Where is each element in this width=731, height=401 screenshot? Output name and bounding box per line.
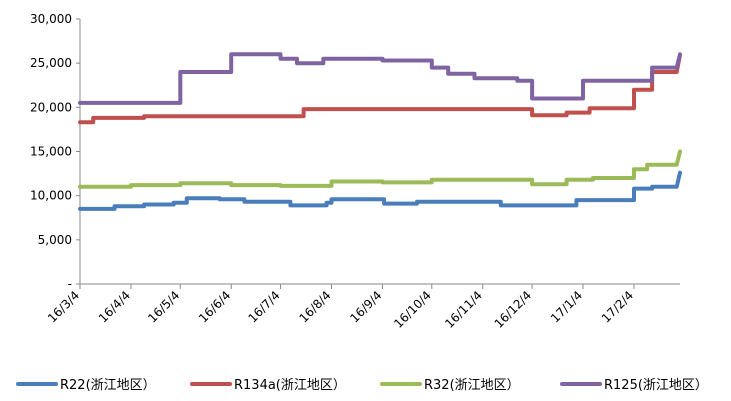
y-tick-label: 5,000 [38,233,72,247]
x-tick-label: 16/3/4 [45,288,82,325]
x-tick-label: 16/4/4 [96,288,133,325]
x-tick-label: 16/8/4 [296,288,333,325]
y-tick-label: 15,000 [30,145,72,159]
x-tick-label: 17/1/4 [548,288,585,325]
x-tick-label: 16/9/4 [347,288,384,325]
x-tick-label: 16/7/4 [245,288,282,325]
legend-label-0: R22(浙江地区） [60,378,156,393]
x-tick-label: 16/5/4 [145,288,182,325]
y-axis-ticks: - 5,000 10,000 15,000 20,000 25,000 30,000 [30,12,80,291]
y-tick-label: 20,000 [30,100,72,114]
x-tick-label: 16/10/4 [391,288,434,331]
series-line-1 [78,53,682,125]
series-line-3 [78,52,682,105]
y-tick-label: 30,000 [30,12,72,26]
x-axis-ticks: 16/3/4 16/4/4 16/5/4 16/6/4 16/7/4 16/8/4 16/9… [45,284,636,331]
series-lines [78,52,682,211]
legend-label-2: R32(浙江地区） [424,378,520,393]
x-tick-label: 16/12/4 [492,288,535,331]
legend-label-1: R134a(浙江地区） [234,378,346,393]
y-tick-label: 25,000 [30,56,72,70]
y-tick-label: - [68,277,72,291]
series-line-2 [78,149,682,189]
legend: R22(浙江地区） R134a(浙江地区） R32(浙江地区） R125(浙江地区） [16,378,708,393]
x-tick-label: 17/2/4 [599,288,636,325]
y-tick-label: 10,000 [30,189,72,203]
x-tick-label: 16/11/4 [442,288,485,331]
x-tick-label: 16/6/4 [196,288,233,325]
legend-label-3: R125(浙江地区） [604,378,708,393]
series-line-0 [78,170,682,211]
